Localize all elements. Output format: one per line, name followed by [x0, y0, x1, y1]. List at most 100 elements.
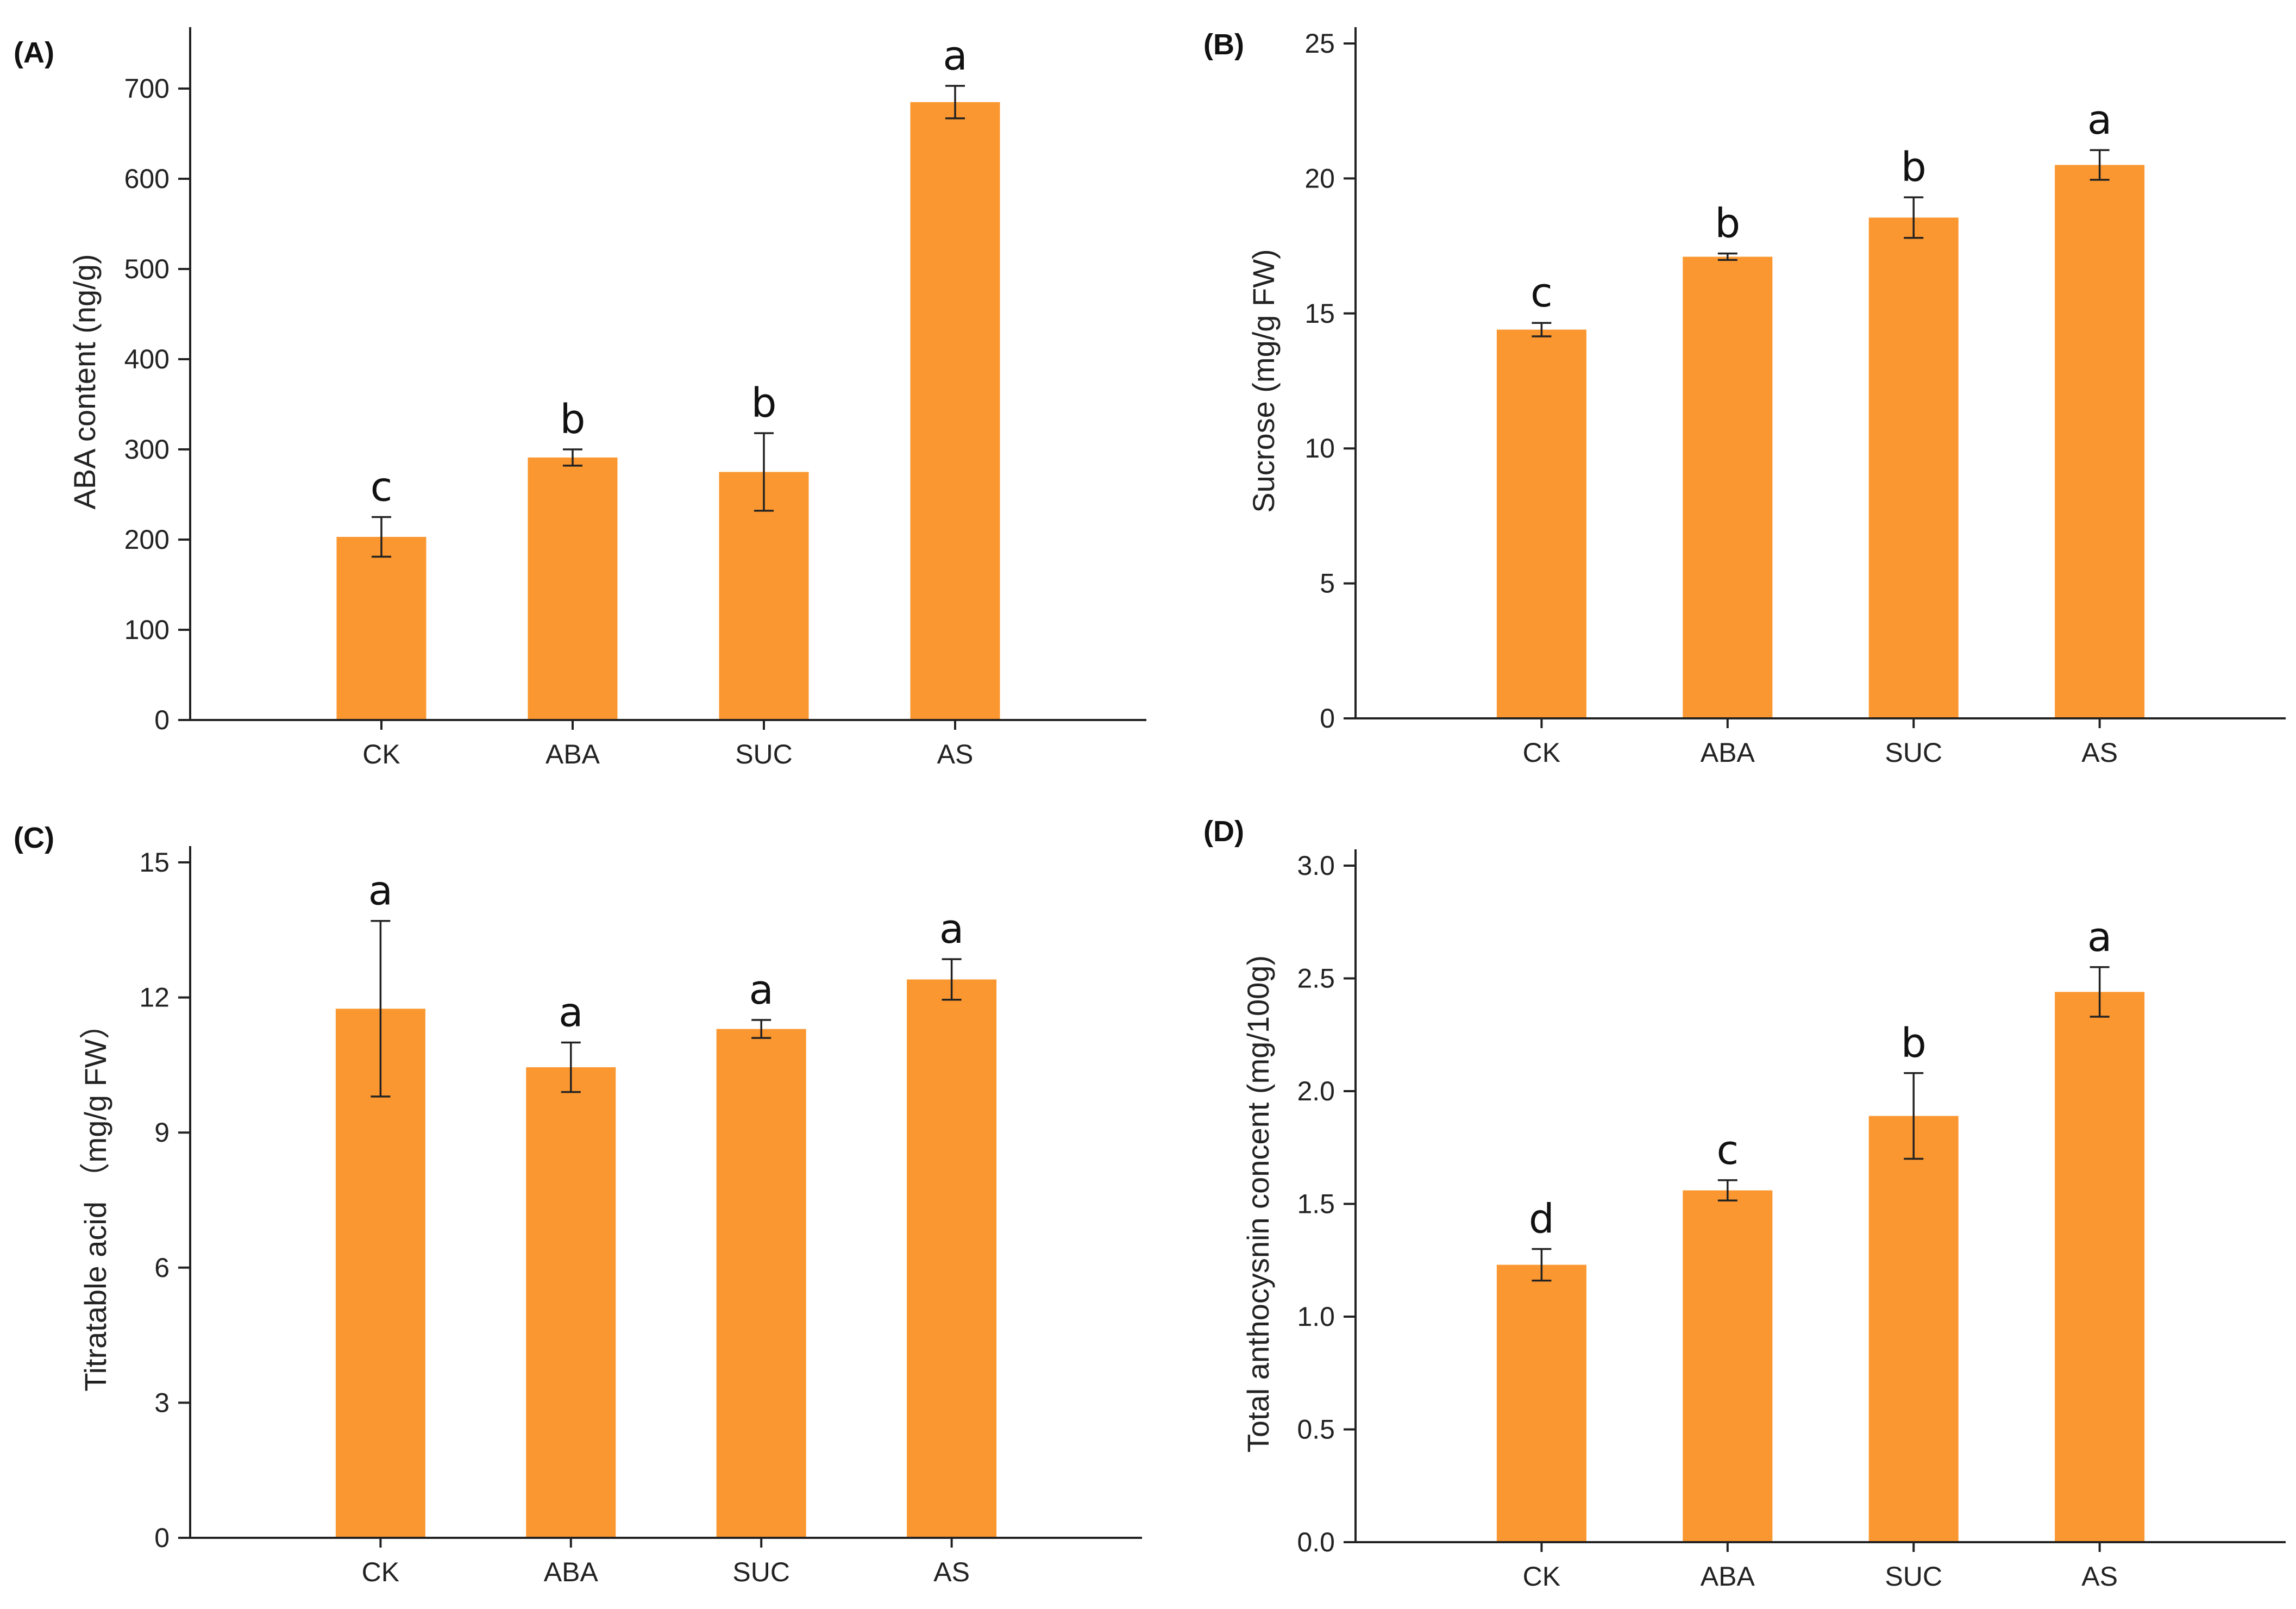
bar-suc — [1868, 1116, 1959, 1542]
x-tick-label: AS — [2081, 1561, 2118, 1592]
significance-label: a — [368, 868, 393, 915]
error-bar — [563, 448, 582, 467]
error-bar — [945, 85, 965, 120]
error-bar — [751, 1019, 771, 1039]
error-bar — [754, 432, 774, 512]
error-bar — [2090, 149, 2110, 181]
bar-as — [2055, 165, 2145, 718]
significance-label: a — [943, 33, 967, 79]
x-tick-label: SUC — [732, 1557, 790, 1587]
y-axis-title: Titratable acid （mg/g FW） — [78, 1009, 112, 1391]
bar-ck — [1496, 329, 1586, 718]
error-bar — [1532, 1248, 1552, 1282]
y-tick-label: 2.0 — [1297, 1076, 1335, 1106]
panel-label: (B) — [1203, 28, 1244, 61]
y-tick-label: 400 — [124, 344, 170, 374]
y-tick-label: 0 — [154, 705, 170, 735]
chart-panel-d: (D) d CK c ABA b SUC a AS 0.0 0.5 1.0 1.5 2.0 2.5 3.0 To… — [1203, 815, 2286, 1592]
bar-aba — [528, 457, 618, 720]
y-tick-label: 200 — [124, 524, 170, 555]
y-tick-label: 0 — [1320, 703, 1335, 734]
x-tick-label: SUC — [735, 739, 793, 769]
significance-label: b — [560, 396, 586, 443]
significance-label: c — [1716, 1127, 1739, 1174]
y-tick-label: 5 — [1320, 568, 1335, 599]
bar-suc — [719, 472, 809, 720]
x-tick-label: CK — [1523, 1561, 1560, 1592]
x-tick-label: CK — [362, 1557, 399, 1587]
significance-label: a — [939, 906, 964, 953]
y-tick-label: 100 — [124, 615, 170, 645]
y-axis-title: Total anthocysnin concent (mg/100g) — [1241, 955, 1275, 1453]
bar-aba — [526, 1067, 616, 1538]
error-bar — [1717, 252, 1737, 261]
significance-label: a — [559, 989, 583, 1036]
panel-label: (A) — [14, 36, 54, 69]
y-tick-label: 1.5 — [1297, 1189, 1335, 1219]
y-tick-label: 25 — [1304, 28, 1335, 59]
x-tick-label: CK — [362, 739, 400, 769]
error-bar — [942, 958, 962, 1001]
y-tick-label: 10 — [1304, 433, 1335, 464]
y-tick-label: 600 — [124, 164, 170, 194]
bar-ck — [336, 537, 426, 720]
x-tick-label: ABA — [545, 739, 600, 769]
error-bar — [2090, 966, 2110, 1018]
y-tick-label: 500 — [124, 254, 170, 284]
error-bar — [372, 516, 391, 558]
x-tick-label: AS — [933, 1557, 970, 1587]
bar-suc — [1868, 217, 1959, 718]
x-tick-label: ABA — [1701, 1561, 1755, 1592]
y-axis-title: ABA content (ng/g) — [67, 254, 102, 509]
y-tick-label: 300 — [124, 434, 170, 465]
chart-panel-b: (B) c CK b ABA b SUC a AS 0 5 10 15 20 25 Sucrose (mg/g… — [1203, 27, 2286, 768]
bar-ck — [1496, 1264, 1586, 1542]
y-tick-label: 20 — [1304, 163, 1335, 193]
bar-as — [907, 979, 997, 1538]
error-bar — [371, 919, 391, 1098]
y-tick-label: 15 — [1304, 298, 1335, 329]
error-bar — [1717, 1179, 1737, 1202]
x-tick-label: AS — [937, 739, 974, 769]
x-tick-label: ABA — [1701, 737, 1755, 768]
y-tick-label: 1.0 — [1297, 1301, 1335, 1332]
significance-label: b — [1715, 201, 1740, 247]
x-tick-label: CK — [1523, 737, 1560, 768]
significance-label: b — [1901, 144, 1927, 191]
significance-label: a — [2087, 914, 2112, 961]
error-bar — [1532, 322, 1552, 337]
chart-panel-c: (C) a CK a ABA a SUC a AS 0 3 6 9 12 15 Titratable acid… — [14, 822, 1142, 1587]
error-bar — [561, 1041, 581, 1093]
bar-suc — [716, 1029, 806, 1538]
bar-as — [910, 102, 1000, 720]
significance-label: b — [1901, 1020, 1927, 1067]
x-tick-label: SUC — [1885, 737, 1942, 768]
significance-label: c — [1530, 270, 1553, 316]
significance-label: b — [751, 380, 777, 427]
y-tick-label: 9 — [154, 1117, 170, 1148]
x-tick-label: SUC — [1885, 1561, 1942, 1592]
x-tick-label: AS — [2081, 737, 2118, 768]
chart-panel-a: (A) c CK b ABA b SUC a AS 0 100 200 300 400 500 600 700 A… — [14, 27, 1146, 769]
x-tick-label: ABA — [544, 1557, 599, 1587]
y-tick-label: 0.5 — [1297, 1414, 1335, 1445]
y-tick-label: 15 — [139, 847, 170, 878]
significance-label: a — [2087, 97, 2112, 143]
bar-as — [2055, 992, 2145, 1542]
y-tick-label: 700 — [124, 73, 170, 104]
y-axis-title: Sucrose (mg/g FW) — [1246, 249, 1281, 512]
y-tick-label: 12 — [139, 982, 170, 1013]
panel-label: (D) — [1203, 815, 1244, 848]
panel-label: (C) — [14, 822, 54, 854]
significance-label: d — [1529, 1196, 1554, 1243]
significance-label: c — [371, 464, 393, 511]
y-tick-label: 0.0 — [1297, 1527, 1335, 1557]
y-tick-label: 3.0 — [1297, 850, 1335, 881]
bar-aba — [1683, 1190, 1773, 1542]
error-bar — [1904, 1072, 1924, 1160]
y-tick-label: 0 — [154, 1523, 170, 1553]
error-bar — [1904, 196, 1924, 239]
y-tick-label: 3 — [154, 1387, 170, 1418]
y-tick-label: 6 — [154, 1253, 170, 1283]
significance-label: a — [749, 967, 774, 1013]
